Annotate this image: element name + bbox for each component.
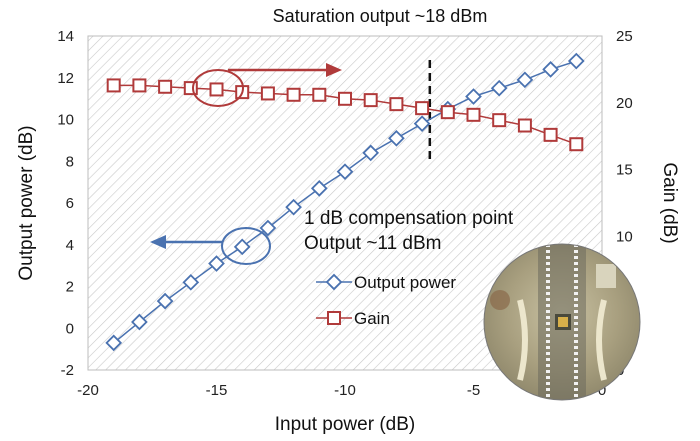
y-left-tick-label: 6 <box>66 195 74 212</box>
y-axis-right-title: Gain (dB) <box>659 162 680 243</box>
gain-point <box>183 81 198 96</box>
legend-output-marker <box>325 273 343 291</box>
gain-callout-ellipse <box>192 69 244 107</box>
gain-point <box>363 93 378 108</box>
y-left-tick-label: 8 <box>66 153 74 170</box>
legend-gain-label: Gain <box>354 309 390 328</box>
output-power-point <box>156 292 174 310</box>
output-power-point <box>413 115 431 133</box>
chart-title: Saturation output ~18 dBm <box>273 6 488 26</box>
x-axis-ticks: -20 -15 -10 -5 0 <box>77 382 606 399</box>
x-tick-label: 0 <box>598 382 606 399</box>
output-power-point <box>285 198 302 216</box>
legend-output-label: Output power <box>354 273 456 292</box>
x-tick-label: -10 <box>334 382 356 399</box>
y-right-tick-label: 20 <box>616 95 633 112</box>
gain-point <box>106 78 121 93</box>
gain-axis-arrowhead <box>326 63 342 77</box>
output-power-point <box>105 334 123 352</box>
output-power-point <box>310 180 328 197</box>
y-left-tick-label: 4 <box>66 237 74 254</box>
output-power-point <box>362 144 380 162</box>
output-callout-ellipse <box>221 227 271 265</box>
x-axis-title: Input power (dB) <box>275 414 415 435</box>
y-left-tick-label: 0 <box>66 320 74 337</box>
chip-photo-inset <box>483 243 641 401</box>
output-power-point <box>131 313 148 331</box>
legend-gain-marker <box>327 311 341 325</box>
gain-point <box>466 107 481 122</box>
y-right-tick-label: 25 <box>616 28 633 45</box>
gain-point <box>158 79 173 94</box>
y-axis-left-title: Output power (dB) <box>16 125 37 280</box>
output-axis-arrowhead <box>150 235 166 249</box>
y-right-tick-label: 10 <box>616 228 633 245</box>
y-axis-left-ticks: -2 0 2 4 6 8 10 12 14 <box>57 28 74 379</box>
gain-point <box>209 82 224 97</box>
output-power-point <box>388 129 405 147</box>
output-power-point <box>490 79 508 97</box>
y-left-tick-label: 10 <box>57 112 74 129</box>
gain-point <box>517 118 532 133</box>
gain-point <box>569 137 584 152</box>
y-right-tick-label: 15 <box>616 162 633 179</box>
y-left-tick-label: -2 <box>61 362 74 379</box>
output-power-point <box>465 88 482 105</box>
output-power-point <box>516 71 534 89</box>
gain-point <box>260 86 275 101</box>
x-tick-label: -5 <box>467 382 480 399</box>
annotation-line-1: 1 dB compensation point <box>304 208 514 229</box>
gain-point <box>543 127 558 142</box>
x-tick-label: -20 <box>77 382 99 399</box>
y-left-tick-label: 12 <box>57 70 74 87</box>
output-power-point <box>336 163 354 181</box>
gain-point <box>338 91 352 106</box>
gain-point <box>389 97 404 112</box>
gain-point <box>492 113 507 128</box>
output-power-point <box>233 238 251 256</box>
output-power-point <box>208 255 225 272</box>
x-tick-label: -15 <box>206 382 228 399</box>
series-gain <box>106 78 584 152</box>
output-power-point <box>259 219 277 237</box>
gain-point <box>440 105 455 120</box>
gain-point <box>286 87 301 102</box>
gain-point <box>132 78 147 93</box>
gain-point <box>312 87 327 102</box>
gain-point <box>415 101 430 116</box>
y-left-tick-label: 2 <box>66 279 74 296</box>
output-power-point <box>182 273 200 291</box>
output-power-point <box>567 52 585 70</box>
legend: Output power Gain <box>316 273 456 328</box>
y-left-tick-label: 14 <box>57 28 74 45</box>
annotation-line-2: Output ~11 dBm <box>304 233 441 254</box>
output-power-point <box>542 61 559 78</box>
